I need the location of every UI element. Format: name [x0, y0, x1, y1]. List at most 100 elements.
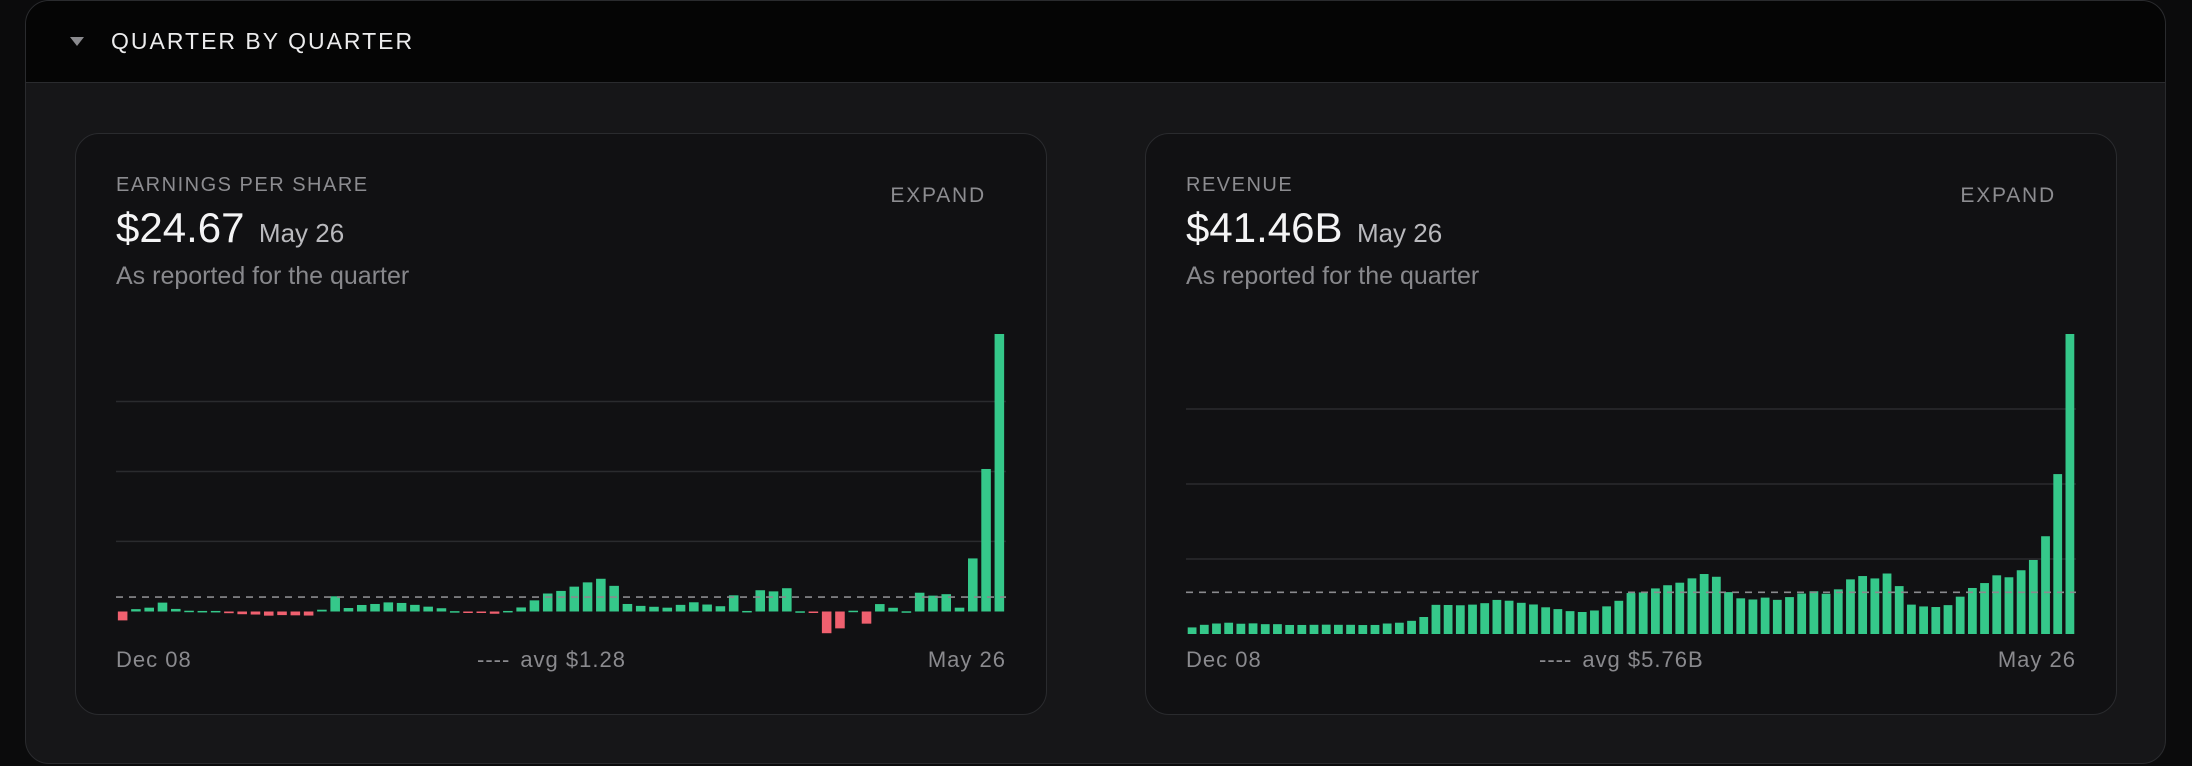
chart-bar: [1419, 616, 1429, 634]
chart-bar: [1736, 598, 1746, 634]
chart-bar: [1492, 599, 1502, 634]
chart-bar: [609, 585, 619, 612]
chart-bar: [1980, 583, 1989, 634]
expand-button[interactable]: EXPAND: [890, 184, 986, 207]
card-label: EARNINGS PER SHARE: [116, 174, 369, 196]
chart-bar: [848, 610, 859, 613]
chart-bar: [1992, 575, 2002, 634]
value-row: $24.67 May 26: [116, 204, 344, 252]
chart-bar: [808, 611, 819, 614]
chart-bar: [303, 611, 314, 616]
chart-bar: [463, 611, 473, 614]
chart-bar: [1748, 599, 1758, 634]
chart-bar: [1370, 624, 1380, 634]
chart-bar: [1529, 604, 1538, 634]
chart-bar: [1468, 604, 1477, 634]
chart-bar: [1772, 599, 1782, 634]
chart-bar: [1260, 624, 1270, 634]
chart-bar: [489, 611, 500, 614]
chart-bar: [1382, 623, 1392, 634]
chart-bar: [1212, 623, 1221, 634]
chart-bar: [941, 594, 952, 612]
eps-bar-chart: [116, 334, 1006, 634]
chart-bar: [1650, 588, 1660, 634]
x-axis-end-label: May 26: [1997, 647, 2076, 672]
chart-bar: [1321, 624, 1331, 634]
eps-value: $24.67: [116, 204, 245, 251]
chart-bar: [1394, 622, 1404, 634]
chart-bar: [569, 586, 580, 612]
chart-bar: [1858, 576, 1868, 634]
chart-bar: [131, 609, 141, 612]
chart-bar: [1882, 573, 1892, 634]
chart-bar: [1248, 623, 1258, 634]
chart-bar: [662, 607, 673, 612]
chart-bar: [1785, 597, 1794, 634]
chart-bar: [1297, 624, 1307, 634]
chart-bar: [250, 611, 261, 615]
card-subtitle: As reported for the quarter: [116, 262, 410, 290]
chart-bar: [476, 611, 487, 614]
x-axis-end-label: May 26: [927, 647, 1006, 672]
chart-bar: [928, 595, 938, 612]
chart-bar: [117, 611, 128, 621]
chart-bar: [2004, 577, 2014, 634]
chart-bar: [343, 608, 354, 612]
chart-bar: [702, 604, 712, 612]
chart-bar: [144, 607, 154, 612]
chart-bar: [184, 610, 194, 613]
chart-bar: [981, 468, 991, 612]
chart-bar: [795, 611, 805, 613]
chart-bar: [1590, 610, 1599, 634]
chart-bar: [1699, 574, 1709, 634]
caret-down-icon[interactable]: [70, 37, 84, 46]
chart-bar: [861, 611, 872, 624]
chart-bar: [1626, 593, 1636, 634]
section-header[interactable]: QUARTER BY QUARTER: [26, 1, 2165, 83]
card-subtitle: As reported for the quarter: [1186, 262, 1480, 290]
chart-bar: [782, 588, 792, 612]
chart-bar: [1870, 578, 1880, 634]
avg-dash-icon: ----: [1539, 647, 1573, 672]
chart-bar: [649, 606, 659, 612]
chart-bar: [2016, 570, 2026, 634]
chart-bar: [449, 611, 460, 613]
chart-bar: [210, 610, 221, 613]
chart-bar: [1846, 579, 1855, 634]
chart-bar: [1358, 625, 1368, 634]
chart-bar: [224, 611, 234, 614]
average-label: avg $1.28: [520, 647, 626, 672]
chart-bar: [914, 592, 925, 612]
chart-bar: [1675, 582, 1685, 634]
chart-bar: [1797, 593, 1807, 634]
chart-bar: [1443, 604, 1453, 634]
revenue-bar-chart: [1186, 334, 2076, 634]
chart-bar: [1431, 604, 1441, 634]
chart-bar: [1602, 606, 1612, 634]
chart-bar: [157, 602, 168, 612]
chart-bar: [2053, 474, 2063, 634]
chart-bar: [2065, 334, 2075, 634]
chart-bar: [1504, 600, 1514, 634]
average-label: avg $5.76B: [1582, 647, 1704, 672]
expand-button[interactable]: EXPAND: [1960, 184, 2056, 207]
chart-bar: [2041, 536, 2050, 634]
chart-bar: [423, 606, 433, 612]
chart-bar: [290, 611, 301, 616]
chart-bar: [888, 607, 898, 612]
chart-bar: [436, 608, 447, 612]
chart-bar: [1955, 596, 1965, 634]
chart-bar: [396, 602, 407, 612]
card-label: REVENUE: [1186, 174, 1294, 196]
chart-bar: [516, 607, 526, 612]
chart-bar: [835, 611, 845, 629]
chart-bar: [410, 604, 420, 612]
chart-bar: [1943, 605, 1953, 634]
chart-bar: [1967, 587, 1977, 634]
revenue-value: $41.46B: [1186, 204, 1343, 251]
chart-bar: [1919, 606, 1928, 634]
chart-bar: [768, 591, 779, 612]
x-axis-start-label: Dec 08: [1186, 647, 1262, 672]
chart-bar: [542, 593, 553, 612]
chart-bar: [622, 603, 633, 612]
